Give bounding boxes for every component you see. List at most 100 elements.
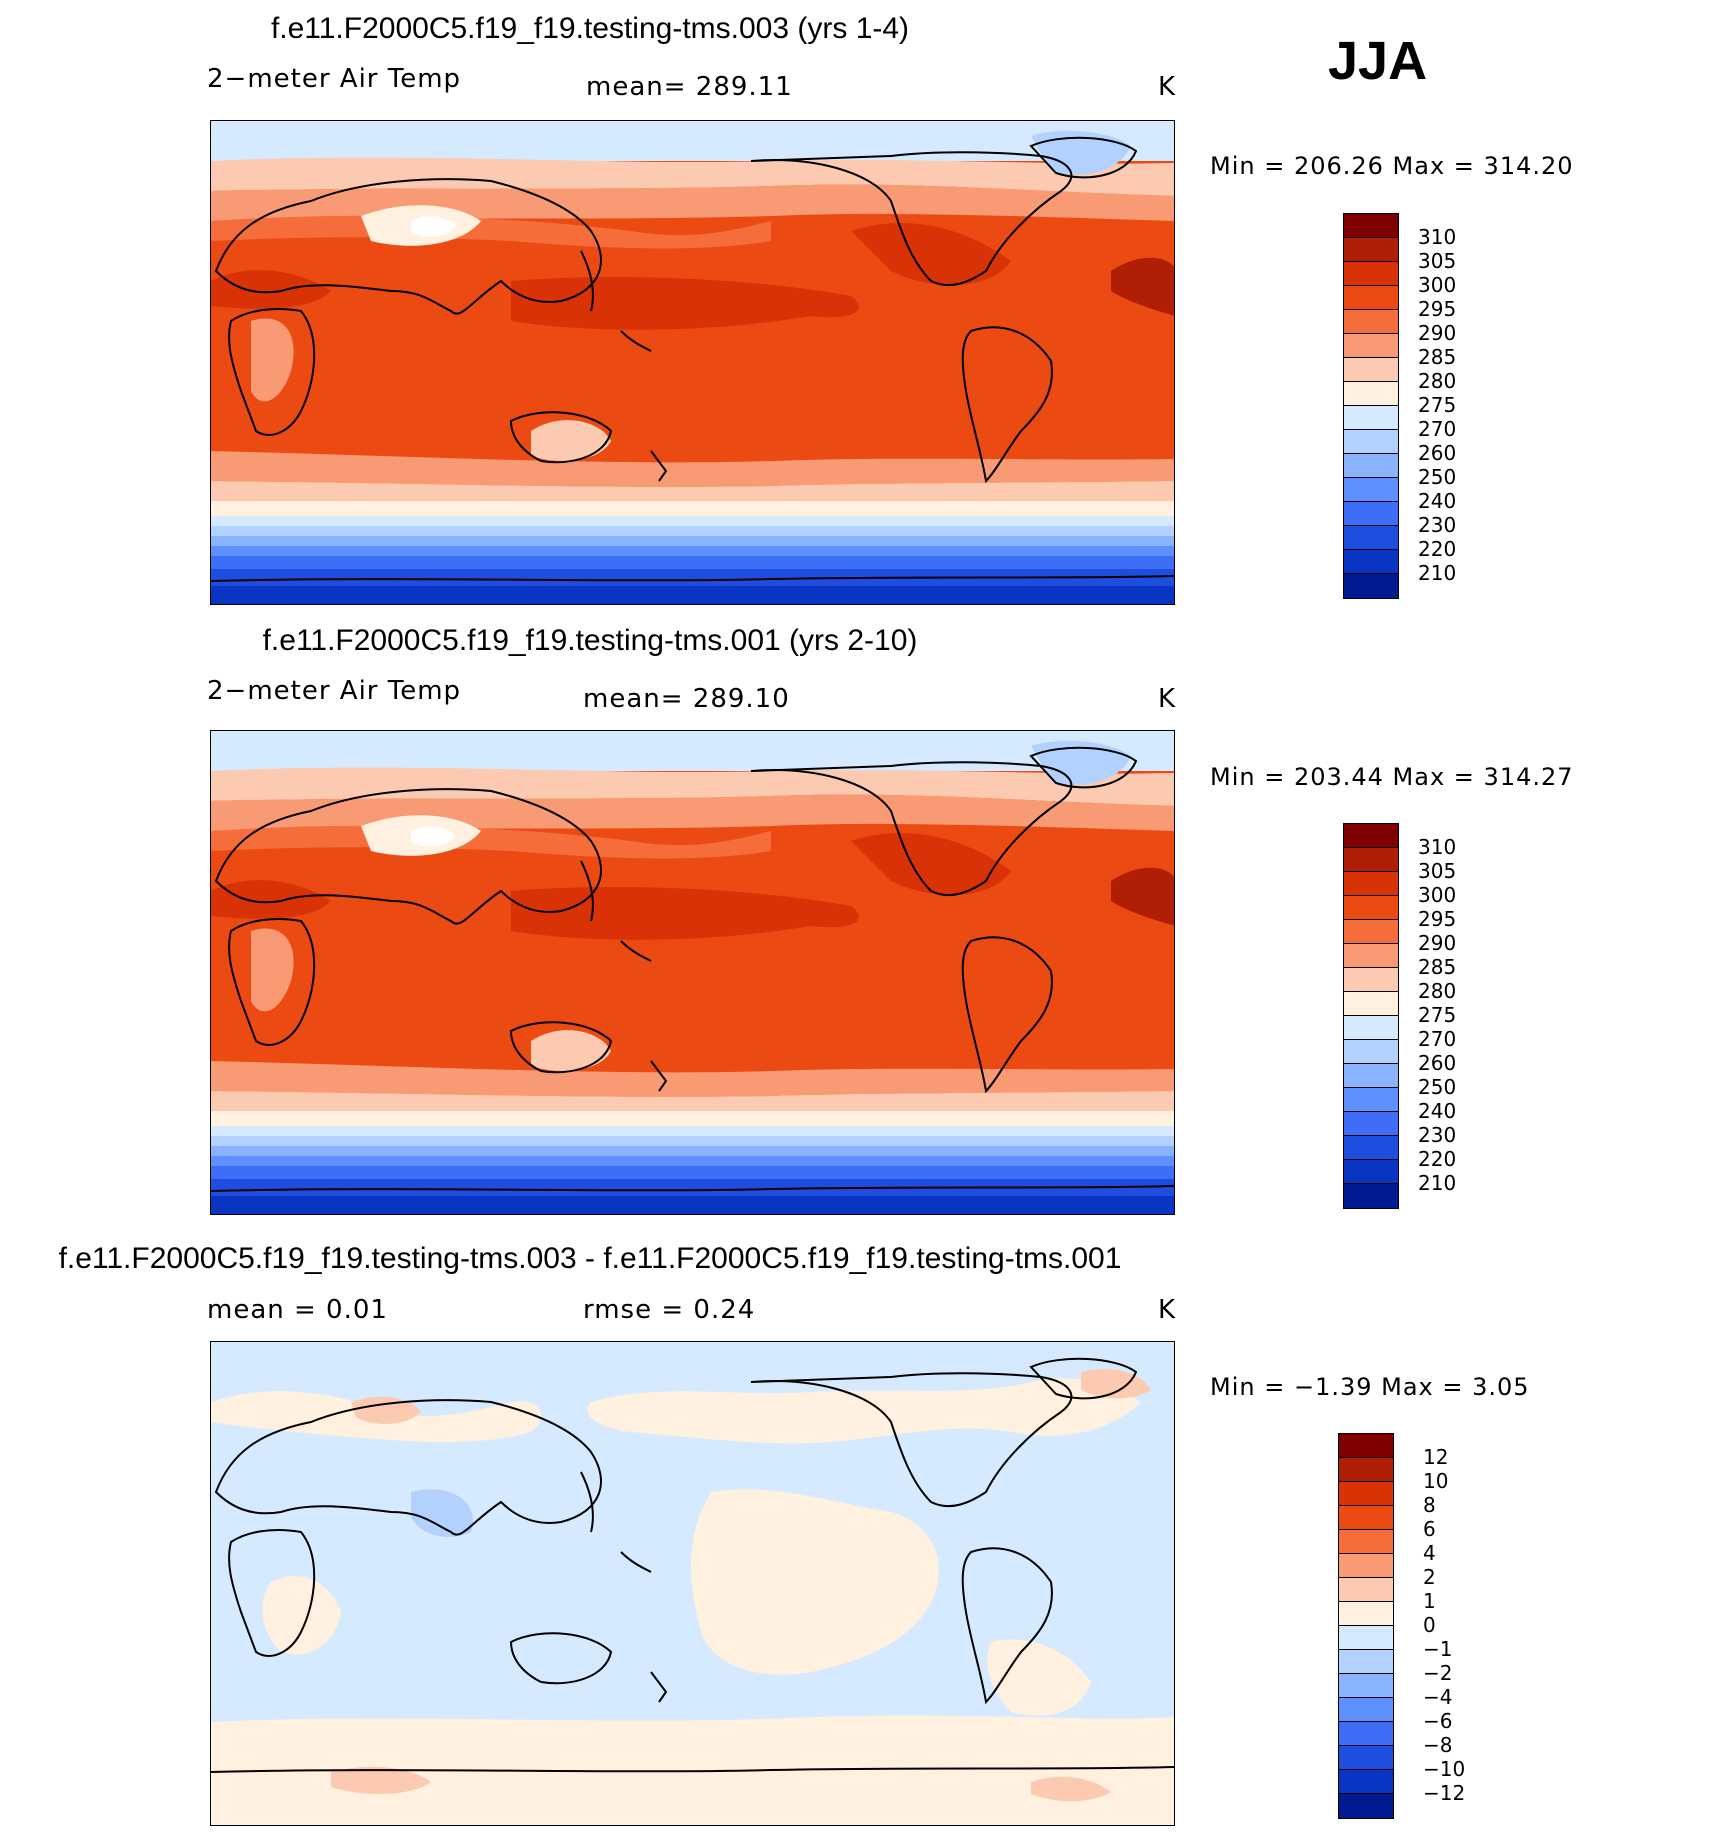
panel1-colorbar-swatch (1344, 286, 1398, 310)
panel1-mean-label: mean= 289.11 (586, 72, 793, 102)
panel3-colorbar-tick-label: 1 (1423, 1589, 1436, 1613)
panel1-colorbar-swatch (1344, 262, 1398, 286)
panel1-colorbar-swatch (1344, 574, 1398, 598)
panel1-colorbar-tick-label: 240 (1418, 489, 1457, 513)
panel1-coastlines (211, 136, 1174, 582)
panel2-minmax: Min = 203.44 Max = 314.27 (1210, 763, 1574, 791)
panel3-colorbar-swatch (1339, 1650, 1393, 1674)
panel2-variable-label: 2−meter Air Temp (207, 676, 462, 706)
panel1-colorbar-tick-label: 280 (1418, 369, 1457, 393)
panel1-colorbar-tick-label: 310 (1418, 225, 1457, 249)
panel1-colorbar-swatch (1344, 358, 1398, 382)
panel1-colorbar-tick-label: 260 (1418, 441, 1457, 465)
panel2-colorbar-tick-label: 290 (1418, 931, 1457, 955)
panel3-colorbar-swatch (1339, 1674, 1393, 1698)
panel3-colorbar-swatch (1339, 1506, 1393, 1530)
panel1-colorbar-swatch (1344, 382, 1398, 406)
panel2-temperature-field (211, 731, 1174, 1214)
panel3-colorbar-tick-label: 10 (1423, 1469, 1449, 1493)
panel2-coastlines (211, 746, 1174, 1192)
panel2-colorbar-swatch (1344, 1016, 1398, 1040)
panel3-map (210, 1341, 1175, 1826)
panel2-colorbar-swatch (1344, 1136, 1398, 1160)
panel2-colorbar-tick-label: 295 (1418, 907, 1457, 931)
panel2-colorbar-tick-label: 230 (1418, 1123, 1457, 1147)
panel2-title: f.e11.F2000C5.f19_f19.testing-tms.001 (y… (262, 624, 918, 657)
panel3-colorbar-swatch (1339, 1458, 1393, 1482)
panel3-colorbar-tick-label: −8 (1423, 1733, 1453, 1757)
panel3-colorbar-swatch (1339, 1482, 1393, 1506)
panel2-colorbar-tick-label: 285 (1418, 955, 1457, 979)
panel3-title: f.e11.F2000C5.f19_f19.testing-tms.003 - … (58, 1242, 1122, 1275)
panel3-colorbar-swatch (1339, 1746, 1393, 1770)
panel3-colorbar-tick-label: 6 (1423, 1517, 1436, 1541)
panel2-colorbar-swatch (1344, 872, 1398, 896)
panel2-colorbar-tick-label: 210 (1418, 1171, 1457, 1195)
panel3-colorbar-swatch (1339, 1530, 1393, 1554)
panel1-colorbar-swatch (1344, 214, 1398, 238)
panel2-mean-label: mean= 289.10 (583, 684, 790, 714)
panel3-colorbar-tick-label: 0 (1423, 1613, 1436, 1637)
panel2-units-label: K (1158, 684, 1177, 714)
panel2-colorbar-tick-label: 260 (1418, 1051, 1457, 1075)
panel3-colorbar-tick-label: −1 (1423, 1637, 1453, 1661)
panel3-coastlines (211, 1357, 1174, 1773)
panel1-colorbar-tick-label: 285 (1418, 345, 1457, 369)
panel3-colorbar-tick-label: −12 (1423, 1781, 1466, 1805)
panel2-map (210, 730, 1175, 1215)
panel1-colorbar-swatch (1344, 334, 1398, 358)
panel3-colorbar-swatch (1339, 1626, 1393, 1650)
panel3-colorbar-tick-label: 12 (1423, 1445, 1449, 1469)
panel3-colorbar-swatch (1339, 1698, 1393, 1722)
panel3-colorbar-tick-label: −6 (1423, 1709, 1453, 1733)
panel2-colorbar-swatch (1344, 944, 1398, 968)
panel1-colorbar-tick-label: 290 (1418, 321, 1457, 345)
panel3-colorbar-tick-label: −10 (1423, 1757, 1466, 1781)
panel2-colorbar-tick-label: 310 (1418, 835, 1457, 859)
panel2-colorbar-swatch (1344, 1064, 1398, 1088)
panel3-colorbar-tick-label: −2 (1423, 1661, 1453, 1685)
panel1-colorbar-swatch (1344, 550, 1398, 574)
panel1-colorbar-tick-label: 250 (1418, 465, 1457, 489)
panel1-colorbar-swatch (1344, 310, 1398, 334)
panel1-colorbar-swatch (1344, 526, 1398, 550)
panel3-mean-label: mean = 0.01 (207, 1295, 388, 1325)
panel1-colorbar-tick-label: 220 (1418, 537, 1457, 561)
panel2-colorbar-swatch (1344, 968, 1398, 992)
panel1-colorbar-swatch (1344, 406, 1398, 430)
panel2-colorbar-swatch (1344, 1160, 1398, 1184)
panel3-colorbar-swatch (1339, 1602, 1393, 1626)
panel2-colorbar (1343, 823, 1399, 1209)
panel3-colorbar-swatch (1339, 1578, 1393, 1602)
panel1-colorbar-tick-label: 295 (1418, 297, 1457, 321)
panel3-units-label: K (1158, 1295, 1177, 1325)
panel2-colorbar-tick-label: 250 (1418, 1075, 1457, 1099)
panel2-colorbar-swatch (1344, 896, 1398, 920)
panel2-contour-fills (211, 731, 1174, 1214)
panel1-title: f.e11.F2000C5.f19_f19.testing-tms.003 (y… (270, 12, 910, 45)
panel2-colorbar-swatch (1344, 1040, 1398, 1064)
panel1-colorbar-tick-label: 210 (1418, 561, 1457, 585)
panel1-temperature-field (211, 121, 1174, 604)
panel2-colorbar-swatch (1344, 1184, 1398, 1208)
panel1-colorbar-tick-label: 230 (1418, 513, 1457, 537)
panel1-colorbar-swatch (1344, 430, 1398, 454)
panel1-variable-label: 2−meter Air Temp (207, 64, 462, 94)
panel3-colorbar-swatch (1339, 1794, 1393, 1818)
panel2-colorbar-tick-label: 240 (1418, 1099, 1457, 1123)
panel1-colorbar-swatch (1344, 478, 1398, 502)
season-label: JJA (1328, 31, 1428, 91)
panel2-colorbar-swatch (1344, 824, 1398, 848)
panel3-colorbar (1338, 1433, 1394, 1819)
panel3-contour-fills (211, 1342, 1174, 1825)
panel3-colorbar-swatch (1339, 1554, 1393, 1578)
panel1-colorbar-swatch (1344, 238, 1398, 262)
panel1-colorbar-swatch (1344, 502, 1398, 526)
panel1-minmax: Min = 206.26 Max = 314.20 (1210, 152, 1574, 180)
panel2-colorbar-swatch (1344, 992, 1398, 1016)
panel1-units-label: K (1158, 72, 1177, 102)
panel3-colorbar-tick-label: 4 (1423, 1541, 1436, 1565)
panel1-colorbar-tick-label: 305 (1418, 249, 1457, 273)
panel1-colorbar-tick-label: 300 (1418, 273, 1457, 297)
panel2-colorbar-swatch (1344, 1112, 1398, 1136)
